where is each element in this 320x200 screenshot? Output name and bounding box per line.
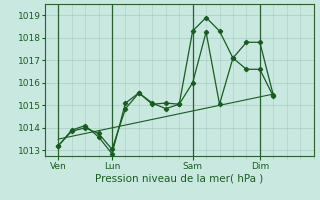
X-axis label: Pression niveau de la mer( hPa ): Pression niveau de la mer( hPa ) bbox=[95, 173, 263, 183]
